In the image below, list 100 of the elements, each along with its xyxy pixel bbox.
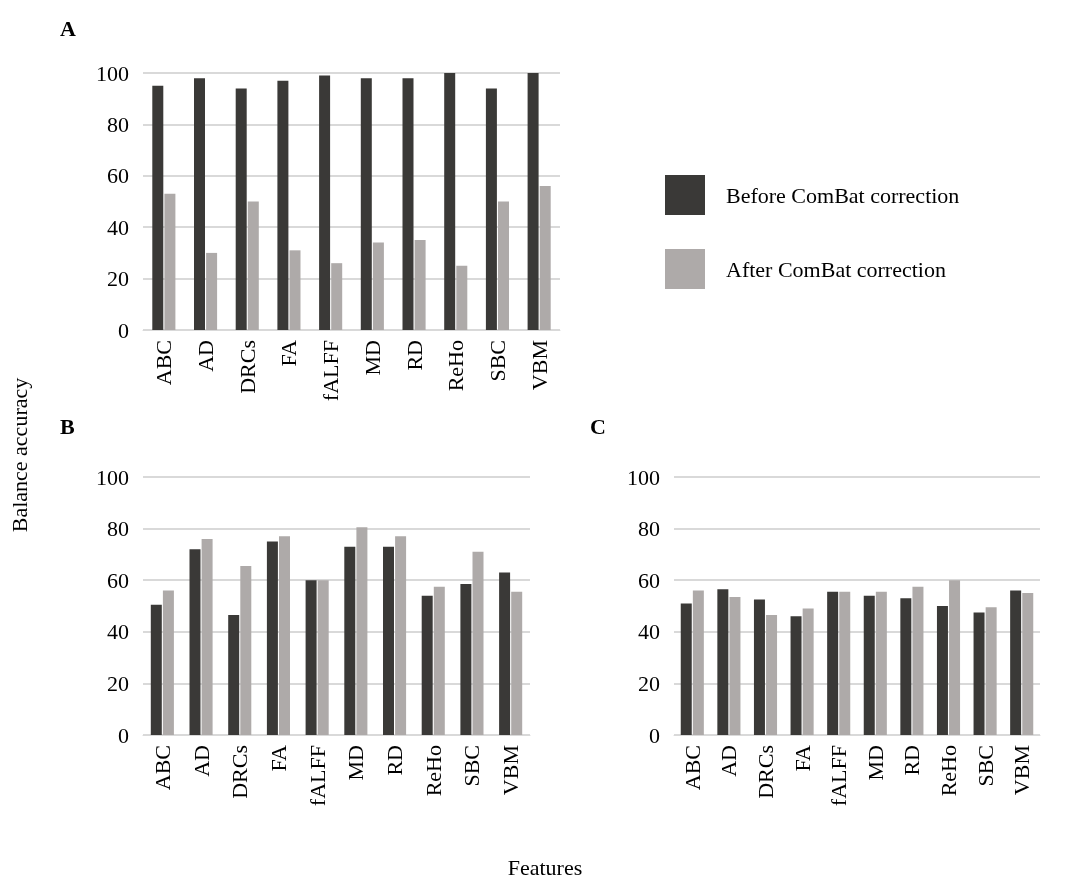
legend-label: Before ComBat correction <box>726 182 960 208</box>
bar <box>985 607 997 735</box>
x-tick-label: FA <box>265 744 291 772</box>
bar <box>539 186 551 330</box>
x-tick-label: RD <box>401 340 427 371</box>
y-tick-label: 60 <box>107 567 129 593</box>
y-tick-label: 100 <box>96 60 129 86</box>
bar <box>680 603 692 735</box>
bar <box>717 589 729 735</box>
bar <box>485 88 497 330</box>
bar <box>194 78 205 330</box>
y-tick-label: 100 <box>627 464 660 490</box>
x-tick-label: AD <box>716 745 742 777</box>
x-tick-label: DRCs <box>227 745 253 799</box>
y-tick-label: 40 <box>107 619 129 645</box>
x-tick-label: ABC <box>679 745 705 791</box>
x-axis-title: Features <box>507 855 583 881</box>
y-tick-label: 0 <box>118 722 129 748</box>
x-tick-label: fALFF <box>826 745 852 807</box>
bar <box>395 536 407 735</box>
bar <box>527 73 539 330</box>
y-tick-label: 60 <box>107 163 129 189</box>
bar <box>344 546 356 735</box>
bar <box>863 595 875 735</box>
bar <box>949 580 961 735</box>
bar <box>266 541 278 735</box>
x-tick-label: VBM <box>498 745 524 796</box>
bar <box>319 75 331 330</box>
bar <box>152 85 164 330</box>
x-tick-label: MD <box>862 745 888 781</box>
bar <box>240 566 252 735</box>
y-tick-label: 80 <box>107 516 129 542</box>
chart-title: B <box>60 413 75 439</box>
bar <box>414 240 426 330</box>
y-axis-title: Balance accuracy <box>7 377 33 533</box>
y-tick-label: 80 <box>638 516 660 542</box>
bar <box>498 201 509 330</box>
bar <box>827 591 839 735</box>
x-tick-label: RD <box>899 745 925 776</box>
y-tick-label: 0 <box>118 317 129 343</box>
bar <box>839 591 851 735</box>
y-tick-label: 20 <box>107 670 129 696</box>
x-tick-label: SBC <box>459 745 485 787</box>
x-tick-label: VBM <box>1009 745 1035 796</box>
bar <box>289 250 301 330</box>
y-tick-label: 40 <box>638 619 660 645</box>
x-tick-label: fALFF <box>304 745 330 807</box>
y-tick-label: 20 <box>638 670 660 696</box>
bar <box>421 595 433 735</box>
bar <box>456 265 468 330</box>
bar <box>1010 590 1022 735</box>
x-tick-label: SBC <box>972 745 998 787</box>
bar <box>189 549 201 735</box>
bar <box>402 78 414 330</box>
y-tick-label: 80 <box>107 111 129 137</box>
bar <box>372 242 384 330</box>
bar <box>460 584 472 735</box>
bar <box>206 252 218 330</box>
bar <box>444 73 456 330</box>
bar <box>305 580 317 735</box>
bar <box>201 538 213 735</box>
legend-label: After ComBat correction <box>726 256 946 282</box>
x-tick-label: FA <box>276 339 302 367</box>
bar <box>247 201 259 330</box>
bar <box>360 78 372 330</box>
bar <box>973 612 985 735</box>
bar <box>936 606 948 735</box>
y-tick-label: 100 <box>96 464 129 490</box>
bar <box>331 263 343 330</box>
bar <box>162 590 174 735</box>
bar <box>900 598 912 735</box>
bar <box>433 586 445 735</box>
bar <box>802 608 814 735</box>
bar <box>912 586 924 735</box>
bar <box>499 572 511 735</box>
x-tick-label: AD <box>193 340 219 372</box>
x-tick-label: SBC <box>484 340 510 382</box>
chart-title: C <box>590 413 606 439</box>
bar <box>164 193 176 330</box>
x-tick-label: ABC <box>151 340 177 386</box>
bar <box>753 599 765 735</box>
y-tick-label: 60 <box>638 567 660 593</box>
x-tick-label: MD <box>343 745 369 781</box>
x-tick-label: DRCs <box>753 745 778 799</box>
x-tick-label: MD <box>359 340 385 376</box>
bar <box>317 580 329 735</box>
bar <box>277 80 289 330</box>
bar <box>766 615 778 735</box>
y-tick-label: 40 <box>107 214 129 240</box>
y-tick-label: 20 <box>107 266 129 292</box>
x-tick-label: RD <box>382 745 408 776</box>
bar <box>235 88 247 330</box>
bar <box>279 536 290 735</box>
bar <box>150 604 162 735</box>
bar <box>729 596 741 735</box>
x-tick-label: DRCs <box>234 340 260 394</box>
bar <box>511 591 523 735</box>
bar <box>383 546 394 735</box>
chart-title: A <box>60 15 76 41</box>
bar <box>875 591 887 735</box>
